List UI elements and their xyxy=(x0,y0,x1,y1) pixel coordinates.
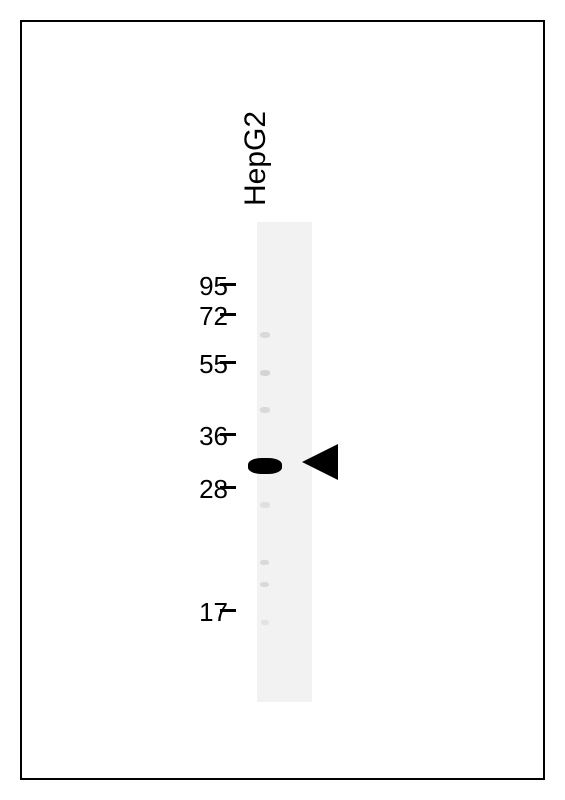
mw-label: 36 xyxy=(199,421,228,452)
mw-tick xyxy=(220,609,236,612)
mw-tick xyxy=(220,361,236,364)
band xyxy=(260,582,269,587)
mw-tick xyxy=(220,486,236,489)
mw-label: 55 xyxy=(199,349,228,380)
mw-tick xyxy=(220,283,236,286)
figure-frame: HepG2 9572 55 36 28 17 xyxy=(20,20,545,780)
band xyxy=(260,502,270,508)
band xyxy=(260,560,269,565)
mw-label: 72 xyxy=(199,301,228,332)
lane-label: HepG2 xyxy=(239,111,273,206)
mw-tick xyxy=(220,313,236,316)
mw-label: 17 xyxy=(199,597,228,628)
mw-label: 95 xyxy=(199,271,228,302)
mw-label: 28 xyxy=(199,474,228,505)
band xyxy=(260,370,270,376)
band xyxy=(261,620,269,625)
band-arrow-icon xyxy=(302,444,338,485)
band xyxy=(248,458,282,474)
band xyxy=(260,332,270,338)
band xyxy=(260,407,270,413)
mw-tick xyxy=(220,433,236,436)
